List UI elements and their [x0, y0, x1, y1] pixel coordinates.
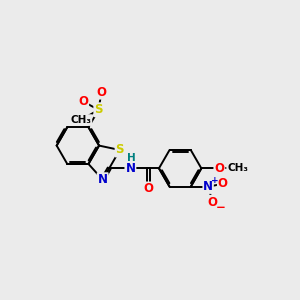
Text: O: O	[78, 95, 88, 108]
Text: S: S	[116, 143, 124, 157]
Text: CH₃: CH₃	[227, 164, 248, 173]
Text: N: N	[98, 173, 108, 186]
Text: S: S	[94, 103, 103, 116]
Text: N: N	[203, 180, 213, 193]
Text: +: +	[211, 176, 218, 185]
Text: CH₃: CH₃	[70, 115, 92, 125]
Text: O: O	[97, 85, 106, 99]
Text: N: N	[125, 162, 135, 175]
Text: −: −	[216, 201, 226, 214]
Text: O: O	[144, 182, 154, 196]
Text: O: O	[214, 162, 224, 175]
Text: O: O	[218, 177, 228, 190]
Text: O: O	[208, 196, 218, 208]
Text: H: H	[128, 153, 136, 163]
